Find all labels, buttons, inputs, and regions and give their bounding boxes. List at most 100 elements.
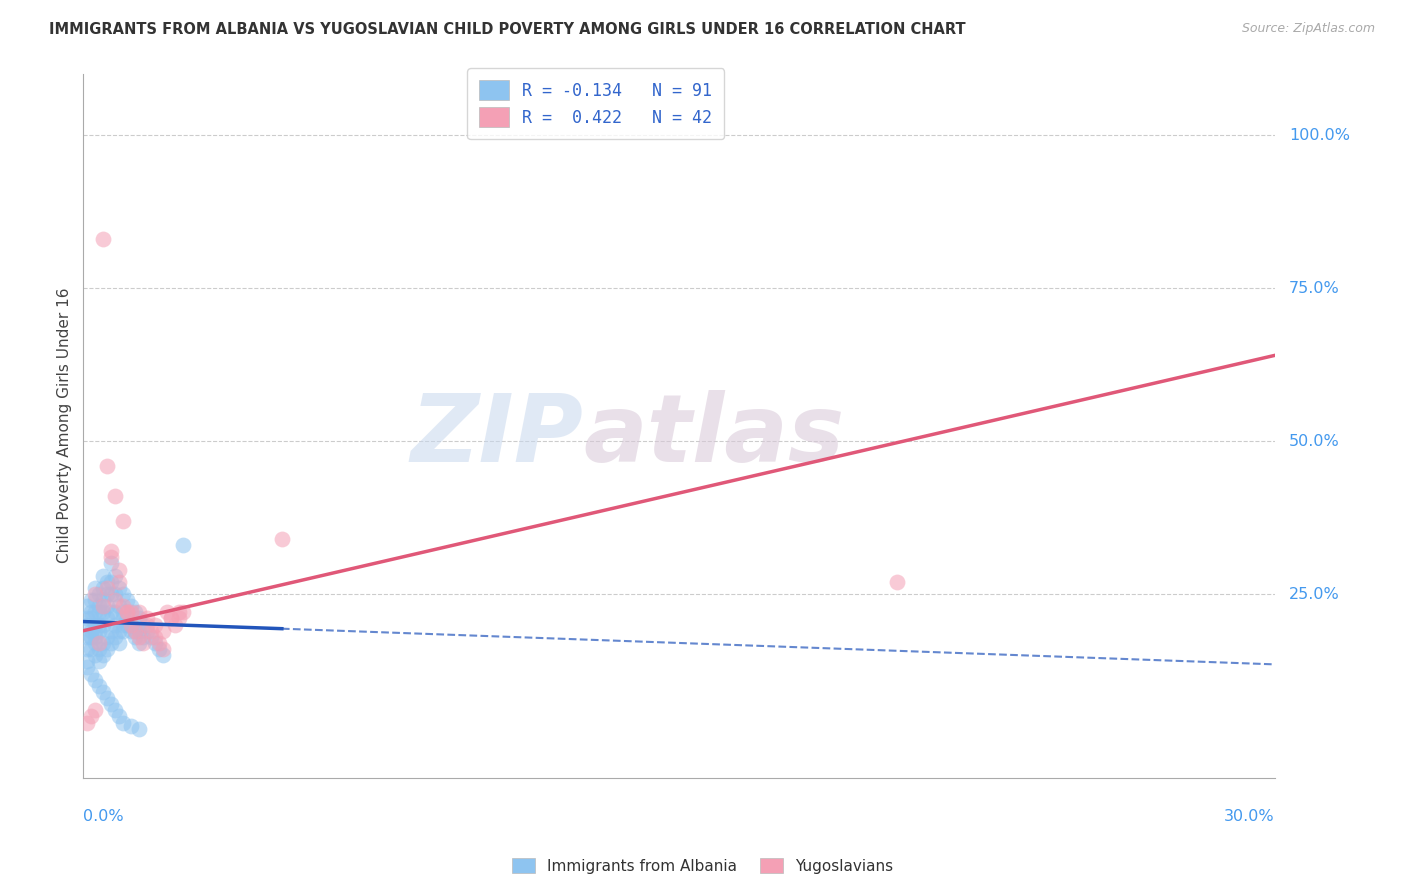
Point [89, 636, 111, 650]
Point [76, 642, 98, 657]
Point [159, 611, 181, 625]
Point [91, 685, 114, 699]
Point [120, 599, 142, 614]
Point [111, 624, 134, 638]
Point [96, 574, 118, 589]
Point [80, 642, 103, 657]
Point [108, 624, 131, 638]
Point [139, 630, 162, 644]
Point [76, 660, 98, 674]
Point [159, 611, 181, 625]
Point [115, 617, 138, 632]
Point [84, 636, 107, 650]
Point [76, 599, 98, 614]
Point [132, 617, 155, 632]
Point [108, 636, 131, 650]
Point [89, 587, 111, 601]
Point [100, 697, 122, 711]
Point [104, 489, 127, 503]
Point [84, 624, 107, 638]
Text: 50.0%: 50.0% [1289, 434, 1340, 449]
Point [115, 606, 138, 620]
Point [108, 581, 131, 595]
Point [84, 673, 107, 687]
Text: ZIP: ZIP [411, 391, 583, 483]
Point [111, 715, 134, 730]
Point [115, 611, 138, 625]
Point [124, 624, 146, 638]
Point [139, 624, 162, 638]
Point [100, 624, 122, 638]
Point [84, 617, 107, 632]
Point [152, 642, 174, 657]
Point [84, 581, 107, 595]
Point [886, 574, 908, 589]
Point [111, 599, 134, 614]
Point [89, 642, 111, 657]
Point [104, 606, 127, 620]
Point [80, 606, 103, 620]
Point [91, 617, 114, 632]
Point [96, 458, 118, 473]
Point [172, 538, 194, 552]
Point [104, 587, 127, 601]
Point [100, 606, 122, 620]
Point [111, 611, 134, 625]
Point [104, 617, 127, 632]
Point [91, 593, 114, 607]
Point [111, 617, 134, 632]
Point [96, 581, 118, 595]
Point [96, 630, 118, 644]
Point [132, 636, 155, 650]
Text: 25.0%: 25.0% [1289, 587, 1340, 601]
Point [104, 568, 127, 582]
Point [76, 617, 98, 632]
Point [128, 611, 150, 625]
Point [128, 636, 150, 650]
Point [80, 624, 103, 638]
Point [76, 654, 98, 668]
Point [84, 648, 107, 663]
Point [100, 587, 122, 601]
Text: 0.0%: 0.0% [83, 809, 124, 824]
Point [108, 599, 131, 614]
Point [135, 624, 157, 638]
Point [128, 630, 150, 644]
Point [80, 593, 103, 607]
Point [89, 624, 111, 638]
Point [89, 606, 111, 620]
Point [76, 611, 98, 625]
Point [89, 654, 111, 668]
Point [128, 624, 150, 638]
Point [163, 617, 186, 632]
Point [167, 606, 190, 620]
Text: 75.0%: 75.0% [1289, 281, 1340, 295]
Point [104, 593, 127, 607]
Point [96, 642, 118, 657]
Text: atlas: atlas [583, 391, 845, 483]
Point [152, 624, 174, 638]
Point [80, 630, 103, 644]
Point [111, 606, 134, 620]
Point [84, 593, 107, 607]
Point [156, 606, 179, 620]
Point [120, 617, 142, 632]
Point [89, 599, 111, 614]
Point [132, 630, 155, 644]
Point [143, 636, 166, 650]
Point [100, 636, 122, 650]
Point [135, 617, 157, 632]
Legend: R = -0.134   N = 91, R =  0.422   N = 42: R = -0.134 N = 91, R = 0.422 N = 42 [467, 68, 724, 139]
Point [108, 709, 131, 723]
Point [89, 617, 111, 632]
Point [167, 611, 190, 625]
Point [91, 648, 114, 663]
Text: IMMIGRANTS FROM ALBANIA VS YUGOSLAVIAN CHILD POVERTY AMONG GIRLS UNDER 16 CORREL: IMMIGRANTS FROM ALBANIA VS YUGOSLAVIAN C… [49, 22, 966, 37]
Point [135, 611, 157, 625]
Point [120, 718, 142, 732]
Point [80, 666, 103, 681]
Point [91, 599, 114, 614]
Point [96, 611, 118, 625]
Point [76, 715, 98, 730]
Point [143, 630, 166, 644]
